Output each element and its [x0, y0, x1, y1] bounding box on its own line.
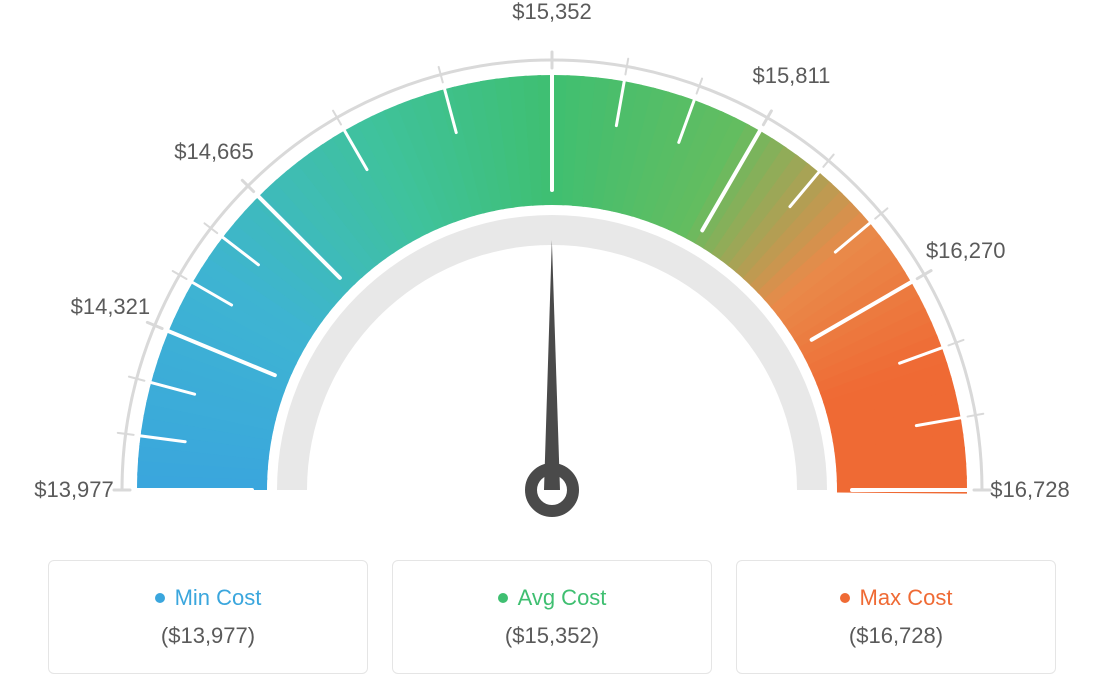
- gauge-tick-label: $13,977: [34, 477, 114, 503]
- legend-value-avg: ($15,352): [413, 623, 691, 649]
- legend-label-max: Max Cost: [860, 585, 953, 611]
- gauge-tick-label: $14,321: [71, 294, 151, 320]
- legend-title-min: Min Cost: [155, 585, 262, 611]
- legend-label-min: Min Cost: [175, 585, 262, 611]
- cost-gauge: $13,977$14,321$14,665$15,352$15,811$16,2…: [22, 20, 1082, 540]
- gauge-tick-label: $16,728: [990, 477, 1070, 503]
- gauge-tick-label: $16,270: [926, 238, 1006, 264]
- legend-title-max: Max Cost: [840, 585, 953, 611]
- dot-icon: [840, 593, 850, 603]
- legend-value-min: ($13,977): [69, 623, 347, 649]
- legend-title-avg: Avg Cost: [498, 585, 607, 611]
- legend-card-avg: Avg Cost ($15,352): [392, 560, 712, 674]
- legend-value-max: ($16,728): [757, 623, 1035, 649]
- legend-card-min: Min Cost ($13,977): [48, 560, 368, 674]
- dot-icon: [155, 593, 165, 603]
- legend-card-max: Max Cost ($16,728): [736, 560, 1056, 674]
- gauge-tick-label: $15,811: [752, 63, 830, 89]
- gauge-tick-label: $14,665: [174, 139, 254, 165]
- legend-row: Min Cost ($13,977) Avg Cost ($15,352) Ma…: [20, 560, 1084, 674]
- legend-label-avg: Avg Cost: [518, 585, 607, 611]
- gauge-tick-label: $15,352: [512, 0, 592, 25]
- gauge-svg: [22, 20, 1082, 540]
- dot-icon: [498, 593, 508, 603]
